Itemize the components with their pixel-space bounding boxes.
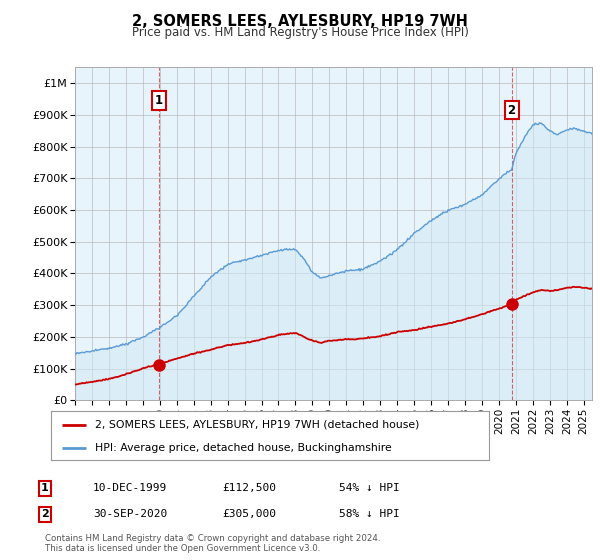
Text: 54% ↓ HPI: 54% ↓ HPI <box>339 483 400 493</box>
Text: 58% ↓ HPI: 58% ↓ HPI <box>339 509 400 519</box>
Text: £305,000: £305,000 <box>222 509 276 519</box>
Text: Price paid vs. HM Land Registry's House Price Index (HPI): Price paid vs. HM Land Registry's House … <box>131 26 469 39</box>
Text: 30-SEP-2020: 30-SEP-2020 <box>93 509 167 519</box>
Text: 2: 2 <box>508 104 516 116</box>
Text: 1: 1 <box>155 94 163 107</box>
Text: 2: 2 <box>41 509 49 519</box>
Text: 10-DEC-1999: 10-DEC-1999 <box>93 483 167 493</box>
Text: HPI: Average price, detached house, Buckinghamshire: HPI: Average price, detached house, Buck… <box>95 443 392 453</box>
Text: 1: 1 <box>41 483 49 493</box>
Text: Contains HM Land Registry data © Crown copyright and database right 2024.
This d: Contains HM Land Registry data © Crown c… <box>45 534 380 553</box>
Text: 2, SOMERS LEES, AYLESBURY, HP19 7WH: 2, SOMERS LEES, AYLESBURY, HP19 7WH <box>132 14 468 29</box>
Text: £112,500: £112,500 <box>222 483 276 493</box>
Text: 2, SOMERS LEES, AYLESBURY, HP19 7WH (detached house): 2, SOMERS LEES, AYLESBURY, HP19 7WH (det… <box>95 420 419 430</box>
